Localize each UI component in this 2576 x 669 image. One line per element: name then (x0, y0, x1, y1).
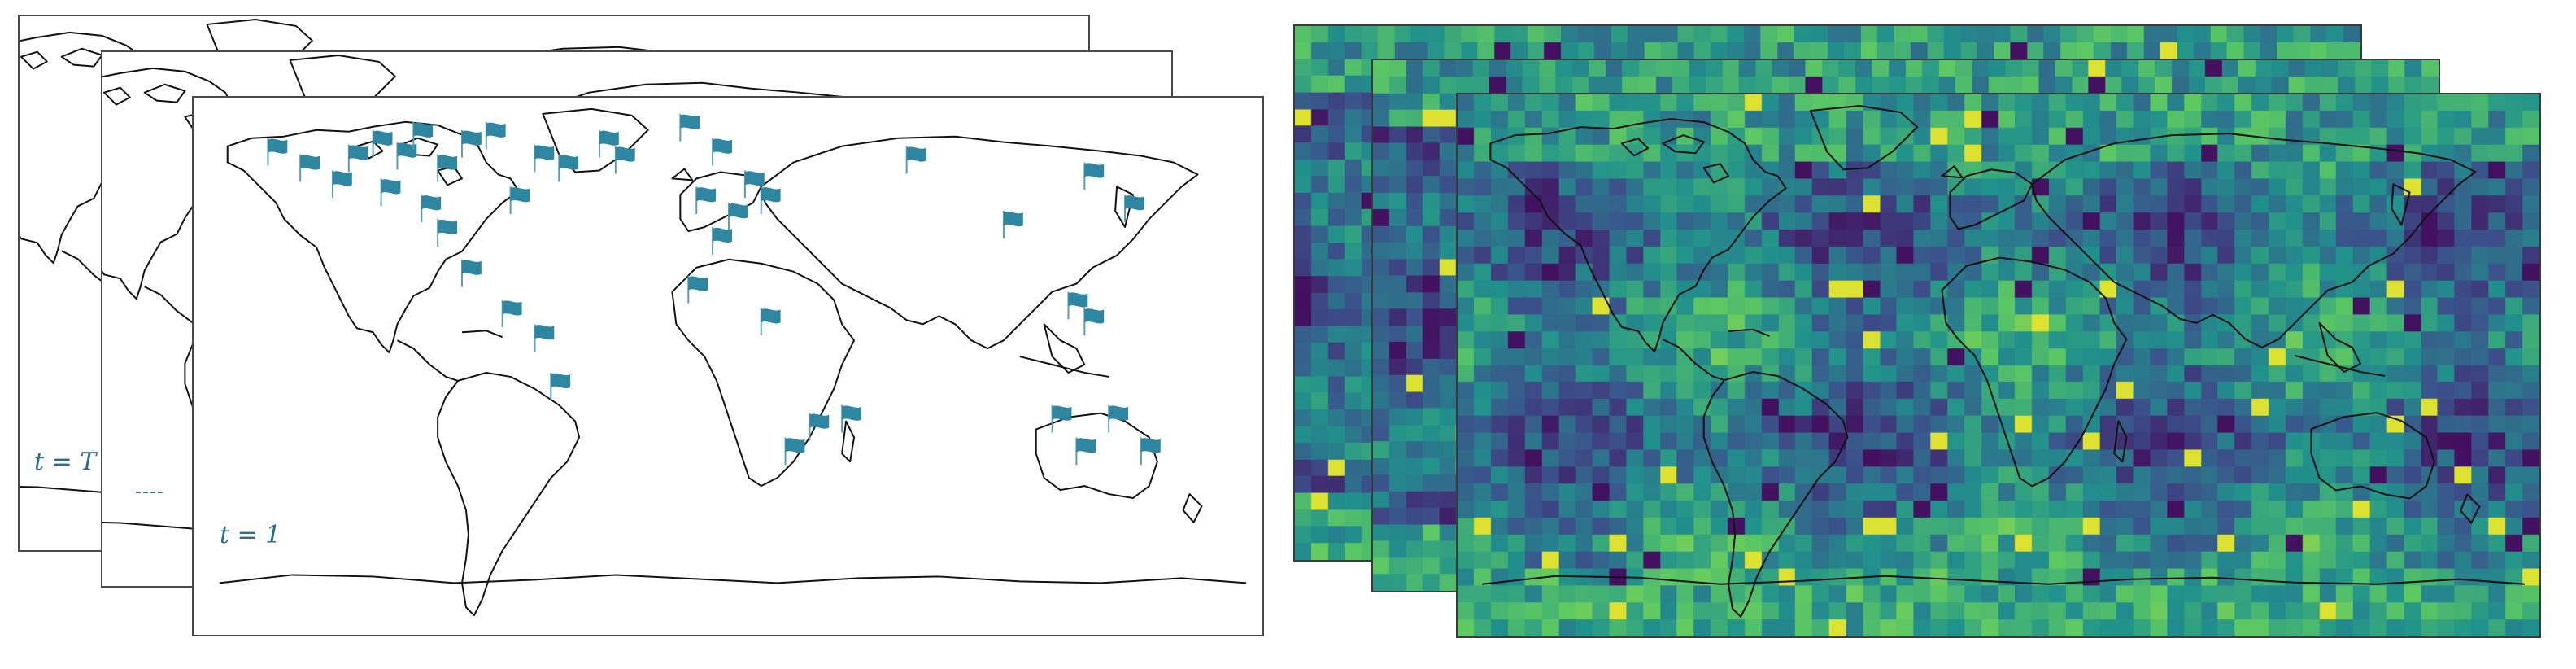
station-flag-icon (784, 436, 806, 466)
time-label-t-capital: t = T (34, 448, 97, 476)
field-map-front-grid (1458, 94, 2539, 636)
station-flag-icon (727, 202, 749, 232)
station-flag-icon (460, 129, 482, 159)
station-flag-icon (331, 169, 353, 199)
station-flag-icon (485, 120, 507, 151)
station-flag-icon (550, 371, 572, 401)
station-map-front: t = 1 (192, 96, 1264, 636)
station-flag-icon (437, 153, 459, 183)
station-flag-icon (614, 145, 636, 175)
station-flag-icon (509, 186, 531, 216)
station-flag-icon (437, 218, 459, 247)
station-flag-icon (421, 194, 442, 224)
station-flag-icon (905, 145, 927, 175)
time-label-t-one: t = 1 (220, 521, 281, 549)
station-flag-icon (760, 307, 782, 337)
station-flag-icon (534, 143, 556, 173)
station-flag-icon (299, 153, 321, 183)
station-flag-icon (501, 299, 523, 329)
ellipsis-dashes: ---- (135, 482, 164, 502)
field-map-front-coastlines (1481, 105, 2526, 618)
station-flag-icon (267, 137, 289, 167)
station-flags (267, 112, 1162, 466)
station-flag-icon (558, 153, 580, 183)
field-map-front (1456, 93, 2541, 638)
station-flag-icon (1075, 436, 1097, 466)
station-flag-icon (1108, 404, 1130, 434)
station-flag-icon (712, 226, 733, 256)
station-flag-icon (687, 274, 709, 304)
station-flag-icon (1083, 307, 1105, 337)
station-flag-icon (347, 143, 369, 173)
station-flag-icon (809, 412, 830, 442)
station-map-front-svg (218, 107, 1248, 617)
station-flag-icon (695, 186, 717, 216)
station-flag-icon (380, 177, 402, 208)
station-flag-icon (1051, 404, 1073, 434)
station-flag-icon (534, 323, 556, 353)
station-flag-icon (1002, 210, 1024, 239)
coastline-layer (218, 107, 1248, 617)
station-flag-icon (712, 137, 733, 167)
station-flag-icon (1083, 161, 1105, 191)
station-flag-icon (679, 112, 701, 142)
station-flag-icon (460, 258, 482, 288)
